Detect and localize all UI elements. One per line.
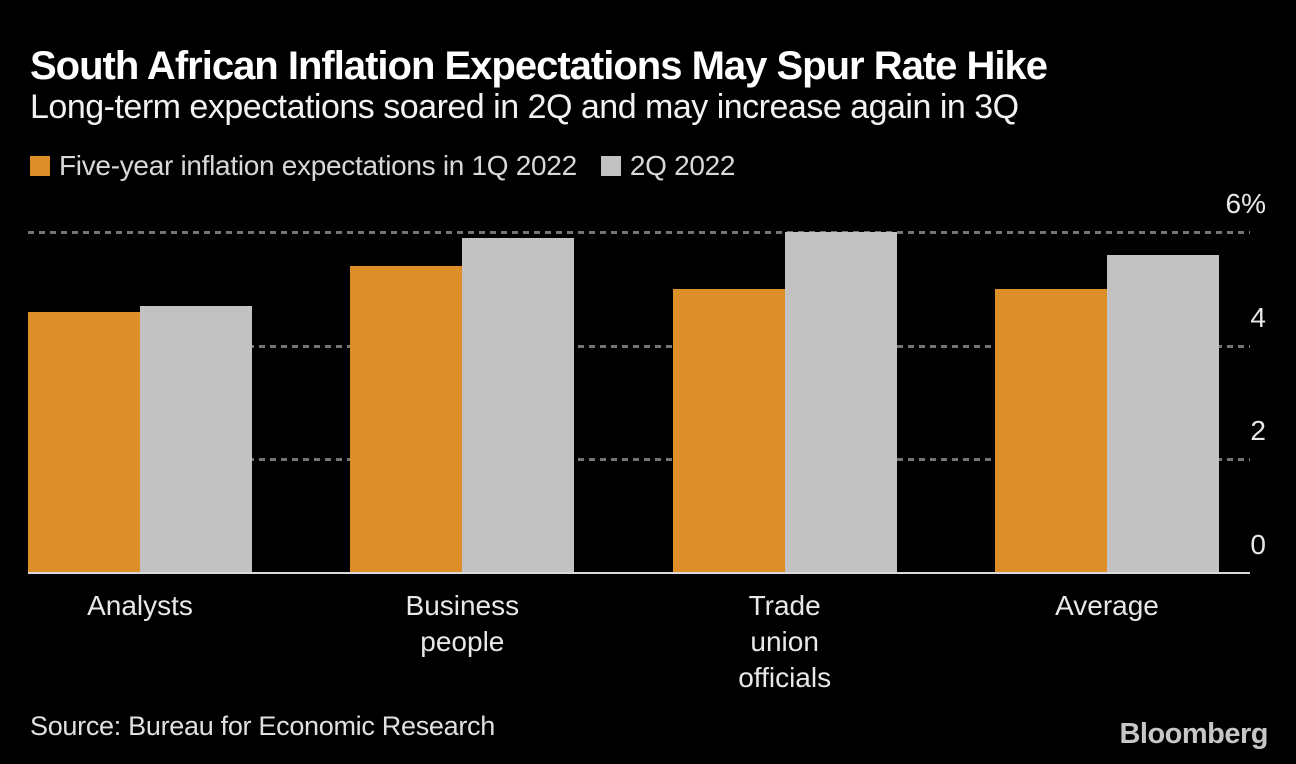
- legend-label-1q-2022: Five-year inflation expectations in 1Q 2…: [59, 150, 577, 181]
- legend-swatch-2q-2022: [600, 156, 621, 176]
- category-label-trade-union-officials: Trade union officials: [738, 590, 832, 693]
- y-axis-tick-label-6: 6%: [1225, 188, 1266, 219]
- legend-label-2q-2022: 2Q 2022: [629, 150, 736, 181]
- category-label-average: Average: [1055, 590, 1159, 621]
- plot-area: [28, 231, 1250, 573]
- legend-item-2q-2022: 2Q 2022: [600, 150, 736, 182]
- bar-trade-union-officials-1q-2022: [672, 288, 785, 573]
- bar-business-people-1q-2022: [350, 266, 463, 573]
- chart-subtitle: Long-term expectations soared in 2Q and …: [30, 88, 1019, 126]
- legend-swatch-1q-2022: [30, 156, 50, 176]
- legend: Five-year inflation expectations in 1Q 2…: [30, 150, 735, 182]
- y-axis-tick-label-0: 0: [1250, 529, 1266, 560]
- y-axis-tick-label-2: 2: [1250, 415, 1266, 447]
- gridline-6: [28, 231, 1250, 234]
- category-label-business-people: Business people: [405, 590, 520, 657]
- category-label-analysts: Analysts: [87, 590, 193, 621]
- bar-average-2q-2022: [1106, 254, 1219, 573]
- bloomberg-logo: Bloomberg: [1119, 718, 1268, 750]
- legend-item-1q-2022: Five-year inflation expectations in 1Q 2…: [30, 150, 577, 182]
- bar-trade-union-officials-2q-2022: [784, 232, 897, 573]
- chart-title: South African Inflation Expectations May…: [30, 44, 1048, 88]
- bar-analysts-2q-2022: [140, 305, 252, 573]
- y-axis-tick-label-4: 4: [1250, 301, 1266, 333]
- bar-business-people-2q-2022: [462, 237, 575, 573]
- gridline-2: [28, 458, 1250, 462]
- bar-average-1q-2022: [994, 288, 1107, 573]
- x-axis-line: [28, 572, 1250, 574]
- gridline-4: [28, 344, 1250, 348]
- bar-analysts-1q-2022: [28, 311, 140, 573]
- source-note: Source: Bureau for Economic Research: [30, 711, 495, 741]
